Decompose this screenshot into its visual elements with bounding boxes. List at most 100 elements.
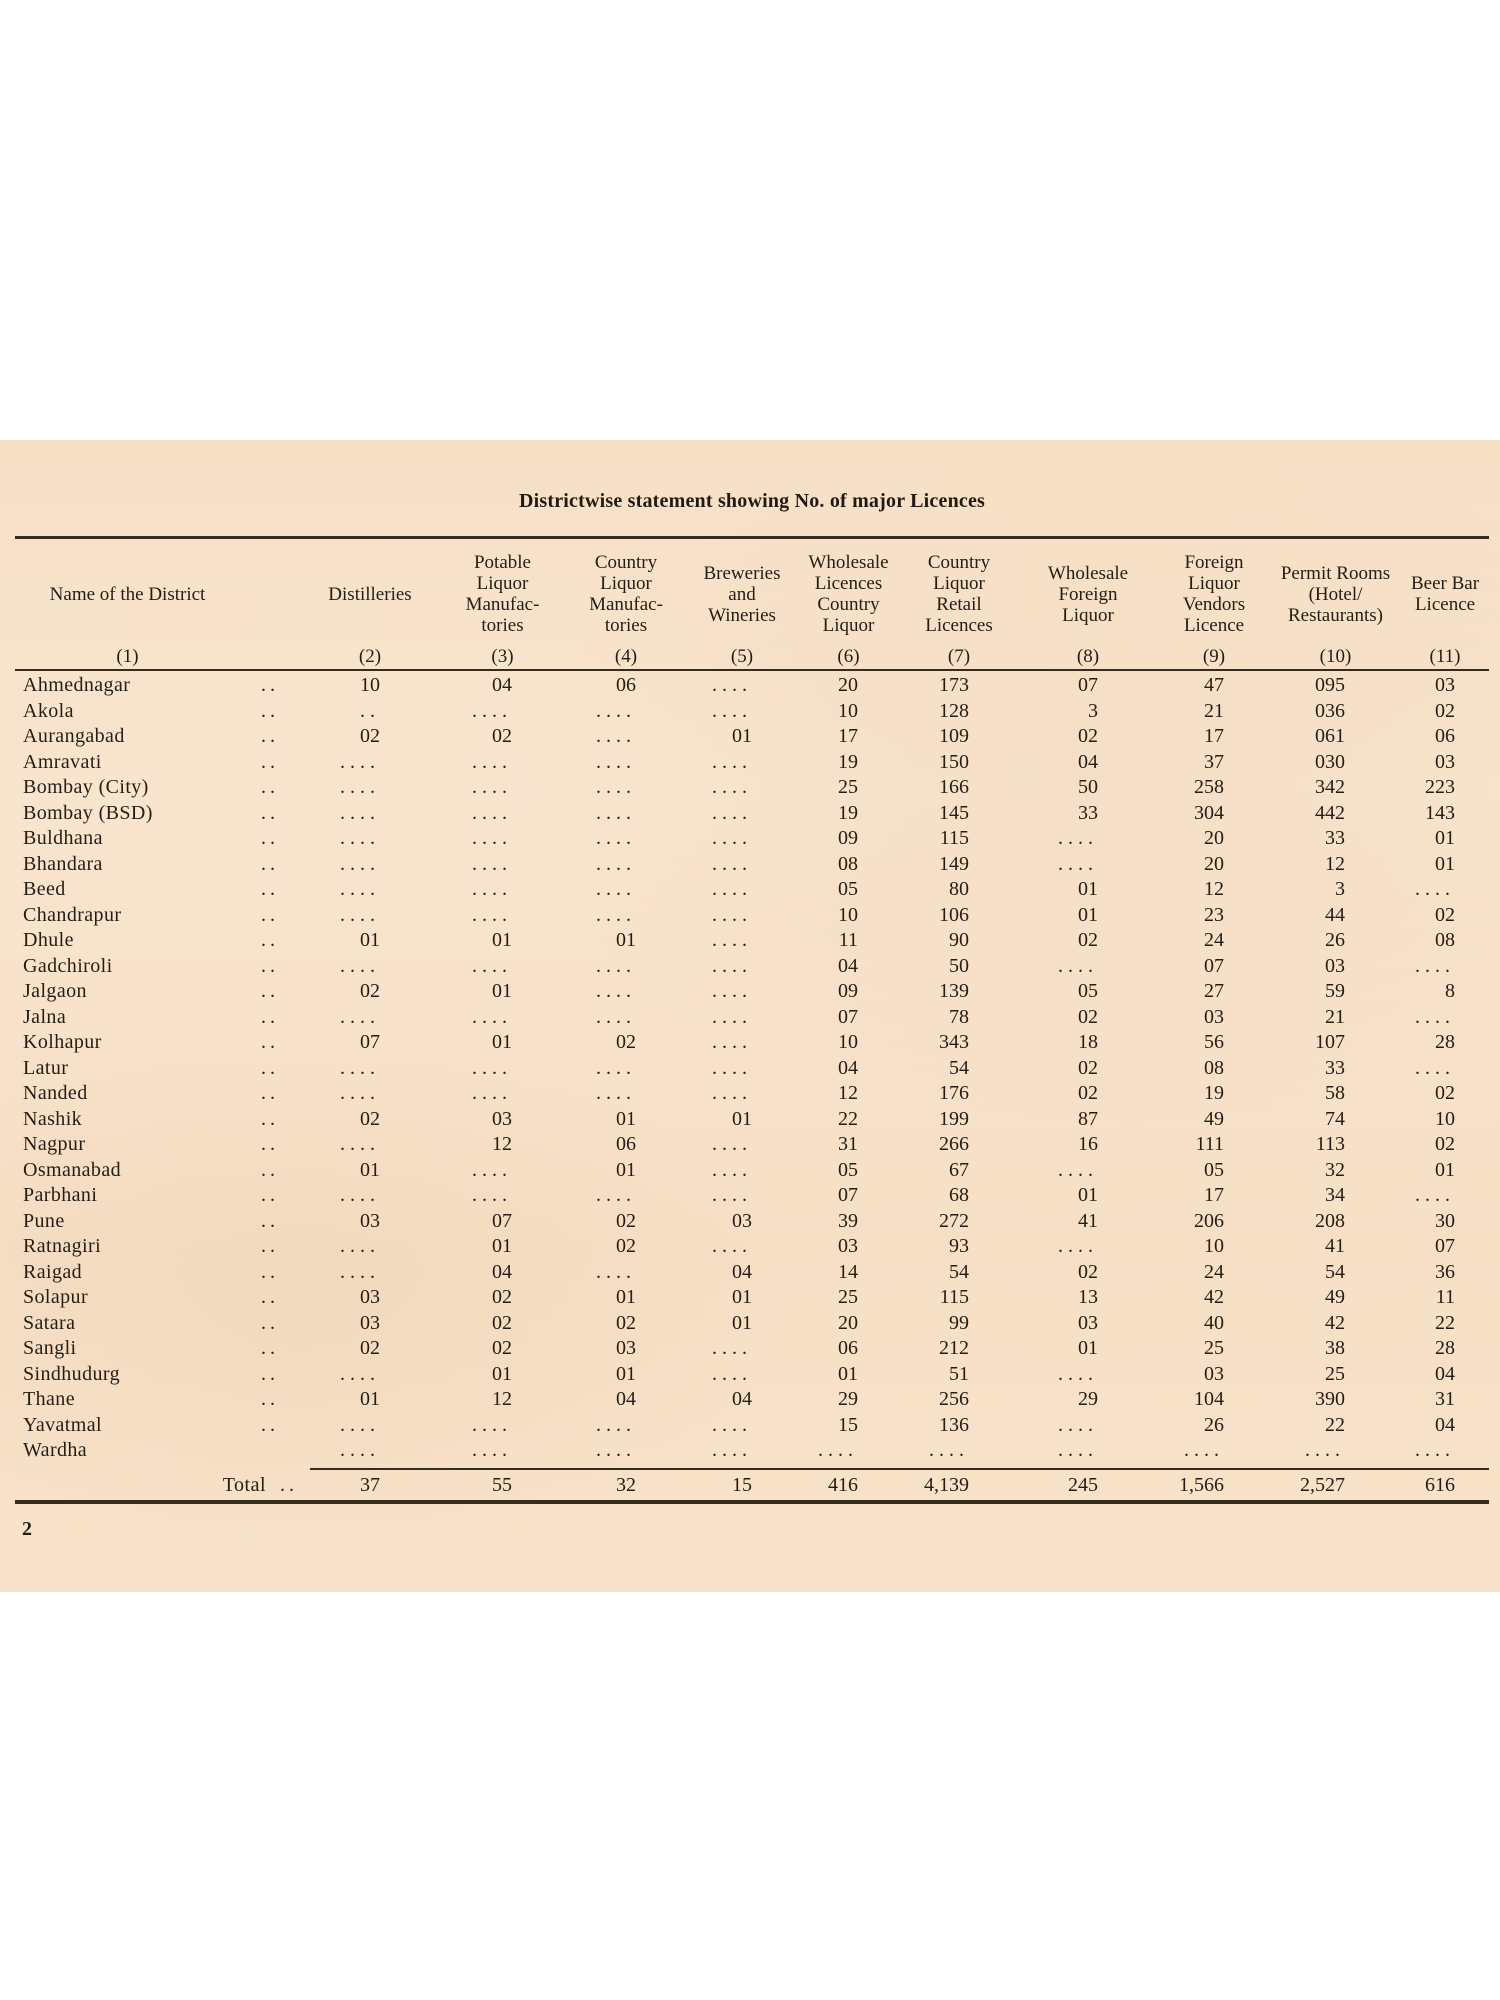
table-body: Ahmednagar.. 10 04 06.... 20 173 07 47 095 03 Akol…: [0, 673, 1500, 1464]
table-row: Jalgaon.. 02 01........ 09 139 05 27 59 8: [15, 979, 1489, 1005]
scanned-sheet: Districtwise statement showing No. of ma…: [0, 440, 1500, 1592]
empty-cell-dots: ....: [340, 954, 380, 977]
value-cell: 31: [1435, 1388, 1455, 1410]
empty-cell-dots: ....: [596, 1082, 636, 1104]
leader-dots: ..: [261, 903, 279, 926]
table-row: Wardha..................................…: [15, 1438, 1489, 1464]
value-cell: 03: [838, 1235, 858, 1257]
value-cell: 59: [1325, 980, 1345, 1002]
value-cell: 17: [1204, 1184, 1224, 1206]
empty-cell-dots: ....: [1058, 954, 1098, 977]
value-cell: 08: [1435, 929, 1455, 951]
value-cell: 36: [1435, 1260, 1455, 1283]
value-cell: 02: [492, 725, 512, 747]
empty-cell-dots: ....: [596, 980, 636, 1002]
value-cell: 25: [1204, 1337, 1224, 1359]
total-value-permit-rooms: 2,527: [1300, 1474, 1345, 1496]
value-cell: 05: [838, 878, 858, 900]
value-cell: 99: [949, 1311, 969, 1334]
column-header-breweries: Breweries and Wineries: [703, 562, 781, 626]
empty-cell-dots: ....: [472, 1184, 512, 1206]
value-cell: 3: [1088, 699, 1098, 722]
empty-cell-dots: ....: [340, 1260, 380, 1283]
value-cell: 199: [939, 1107, 969, 1130]
district-name: Aurangabad: [23, 725, 125, 747]
value-cell: 01: [1078, 903, 1098, 926]
value-cell: 40: [1204, 1311, 1224, 1334]
value-cell: 01: [1435, 1158, 1455, 1181]
value-cell: 390: [1315, 1388, 1345, 1410]
value-cell: 23: [1204, 903, 1224, 926]
value-cell: 25: [838, 1286, 858, 1308]
empty-cell-dots: ....: [1415, 954, 1455, 977]
district-name: Solapur: [23, 1286, 89, 1308]
value-cell: 07: [1204, 954, 1224, 977]
value-cell: 33: [1325, 1056, 1345, 1079]
value-cell: 08: [1204, 1056, 1224, 1079]
value-cell: 04: [1435, 1362, 1455, 1385]
district-name: Pune: [23, 1209, 65, 1232]
value-cell: 42: [1204, 1286, 1224, 1308]
empty-cell-dots: ....: [340, 827, 380, 849]
value-cell: 20: [1204, 827, 1224, 849]
column-header-wholesale-foreign-liquor: Wholesale Foreign Liquor: [1047, 562, 1129, 626]
value-cell: 12: [1325, 852, 1345, 875]
empty-cell-dots: ....: [472, 903, 512, 926]
value-cell: 07: [838, 1005, 858, 1028]
column-number: (8): [1076, 646, 1100, 667]
leader-dots: ..: [261, 1388, 279, 1410]
empty-cell-dots: ....: [1184, 1439, 1224, 1461]
empty-cell-dots: ....: [712, 1133, 752, 1155]
value-cell: 02: [492, 1311, 512, 1334]
district-name: Parbhani: [23, 1184, 98, 1206]
empty-cell-dots: ....: [596, 699, 636, 722]
leader-dots: ..: [261, 1362, 279, 1385]
column-number: (2): [358, 646, 382, 667]
value-cell: 22: [1435, 1311, 1455, 1334]
value-cell: 49: [1325, 1286, 1345, 1308]
value-cell: 266: [939, 1133, 969, 1155]
district-name: Thane: [23, 1388, 75, 1410]
empty-cell-dots: ....: [596, 827, 636, 849]
value-cell: 02: [1078, 929, 1098, 951]
empty-cell-dots: ....: [472, 801, 512, 824]
empty-cell-dots: ....: [340, 801, 380, 824]
value-cell: 04: [1435, 1413, 1455, 1436]
value-cell: 29: [838, 1388, 858, 1410]
leader-dots: ..: [261, 980, 279, 1002]
table-row: Latur.................. 04 54 02 08 33....: [15, 1056, 1489, 1082]
value-cell: 07: [1078, 674, 1098, 696]
empty-cell-dots: ....: [340, 1439, 380, 1461]
empty-cell-dots: ....: [472, 1158, 512, 1181]
value-cell: 342: [1315, 776, 1345, 798]
value-cell: 06: [616, 674, 636, 696]
value-cell: 38: [1325, 1337, 1345, 1359]
empty-cell-dots: ....: [712, 750, 752, 773]
empty-cell-dots: ....: [340, 1413, 380, 1436]
rule-bottom: [15, 1500, 1489, 1504]
value-cell: 67: [949, 1158, 969, 1181]
value-cell: 28: [1435, 1031, 1455, 1053]
empty-cell-dots: ....: [472, 750, 512, 773]
table-row: Gadchiroli.................. 04 50.... 07 03…: [15, 954, 1489, 980]
leader-dots: ..: [261, 1158, 279, 1181]
table-row: Nashik.. 02 03 01 01 22 199 87 49 74 10: [15, 1107, 1489, 1133]
district-name: Latur: [23, 1056, 69, 1079]
empty-cell-dots: ....: [596, 776, 636, 798]
value-cell: 68: [949, 1184, 969, 1206]
leader-dots: ..: [261, 801, 279, 824]
value-cell: 02: [1435, 699, 1455, 722]
leader-dots: ..: [261, 878, 279, 900]
table-row: Bombay (City).................. 25 166 50 25…: [15, 775, 1489, 801]
value-cell: 03: [1435, 750, 1455, 773]
empty-cell-dots: ..: [360, 699, 380, 722]
value-cell: 51: [949, 1362, 969, 1385]
value-cell: 08: [838, 852, 858, 875]
value-cell: 109: [939, 725, 969, 747]
value-cell: 149: [939, 852, 969, 875]
value-cell: 01: [616, 1286, 636, 1308]
leader-dots: ..: [261, 1184, 279, 1206]
leader-dots: ..: [261, 1235, 279, 1257]
district-name: Jalgaon: [23, 980, 87, 1002]
value-cell: 03: [492, 1107, 512, 1130]
